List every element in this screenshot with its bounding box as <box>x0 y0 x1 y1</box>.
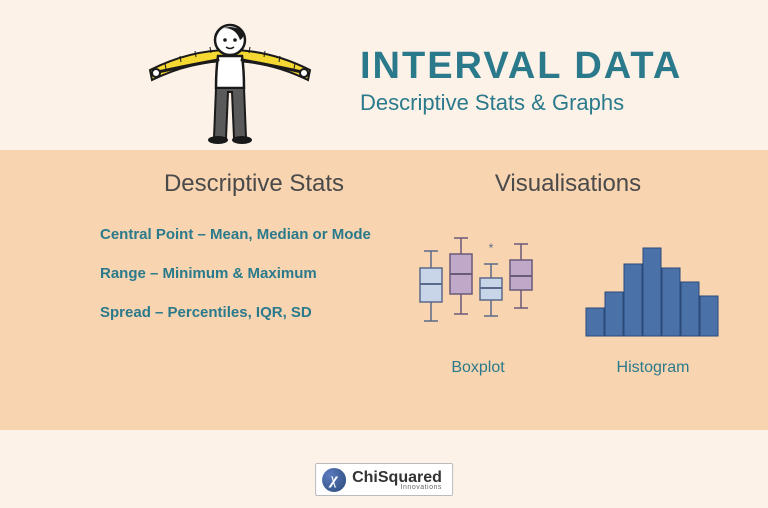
person-ruler-illustration <box>140 10 320 150</box>
stat-item: Range – Minimum & Maximum <box>100 265 317 282</box>
svg-text:*: * <box>489 241 494 255</box>
stat-item: Central Point – Mean, Median or Mode <box>100 226 371 243</box>
logo-text-wrap: ChiSquared Innovations <box>352 469 442 491</box>
stats-column: Descriptive Stats Central Point – Mean, … <box>40 170 408 410</box>
logo-glyph: χ <box>330 471 337 489</box>
histogram-block: Histogram <box>578 226 728 377</box>
page-subtitle: Descriptive Stats & Graphs <box>360 90 682 116</box>
page-title: INTERVAL DATA <box>360 45 682 88</box>
histogram-chart <box>578 226 728 346</box>
logo-icon: χ <box>322 468 346 492</box>
histogram-label: Histogram <box>578 359 728 377</box>
stat-item: Spread – Percentiles, IQR, SD <box>100 304 312 321</box>
header: INTERVAL DATA Descriptive Stats & Graphs <box>0 0 768 150</box>
viz-column: Visualisations * Boxplot Histogram <box>408 170 728 410</box>
stats-title: Descriptive Stats <box>164 170 344 198</box>
footer-logo: χ ChiSquared Innovations <box>315 463 453 496</box>
content-band: Descriptive Stats Central Point – Mean, … <box>0 150 768 430</box>
viz-row: * Boxplot Histogram <box>408 226 728 377</box>
boxplot-label: Boxplot <box>408 359 548 377</box>
boxplot-block: * Boxplot <box>408 226 548 377</box>
boxplot-chart: * <box>408 226 548 346</box>
title-block: INTERVAL DATA Descriptive Stats & Graphs <box>360 45 682 116</box>
viz-title: Visualisations <box>495 170 641 198</box>
